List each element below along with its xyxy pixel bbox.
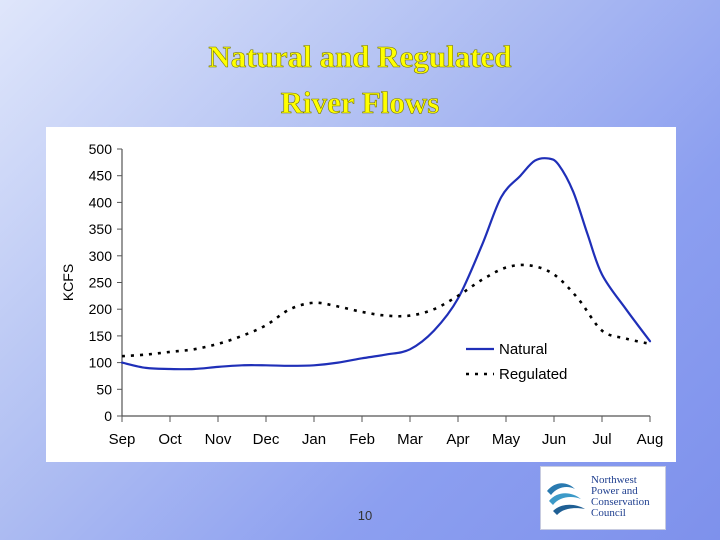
logo-text: Northwest Power and Conservation Council bbox=[591, 475, 650, 519]
x-tick-label: Apr bbox=[446, 431, 469, 448]
x-tick-label: Jul bbox=[592, 431, 611, 448]
x-tick-label: May bbox=[492, 431, 521, 448]
series-line-natural bbox=[120, 157, 652, 371]
slide-title: Natural and Regulated River Flows bbox=[0, 34, 720, 126]
x-tick-label: Jun bbox=[542, 431, 566, 448]
y-tick-label: 300 bbox=[89, 248, 113, 264]
legend-label-natural: Natural bbox=[499, 341, 547, 358]
logo-line-3: Conservation bbox=[591, 496, 650, 508]
y-tick-label: 500 bbox=[89, 141, 113, 157]
y-tick-label: 0 bbox=[104, 408, 112, 424]
logo-line-4: Council bbox=[591, 507, 626, 519]
y-tick-label: 450 bbox=[89, 168, 113, 184]
x-tick-label: Sep bbox=[109, 431, 136, 448]
x-tick-label: Oct bbox=[158, 431, 182, 448]
x-tick-label: Jan bbox=[302, 431, 326, 448]
slide-title-line-1: Natural and Regulated bbox=[208, 39, 512, 75]
page-number: 10 bbox=[357, 508, 373, 523]
y-tick-label: 50 bbox=[96, 381, 112, 397]
y-tick-label: 250 bbox=[89, 275, 113, 291]
y-tick-label: 350 bbox=[89, 221, 113, 237]
y-tick-label: 100 bbox=[89, 355, 113, 371]
y-tick-label: 200 bbox=[89, 301, 113, 317]
x-tick-label: Dec bbox=[253, 431, 280, 448]
legend-label-regulated: Regulated bbox=[499, 366, 567, 383]
logo-line-1: Northwest bbox=[591, 474, 637, 486]
x-tick-label: Nov bbox=[205, 431, 232, 448]
y-axis-label: KCFS bbox=[60, 264, 76, 301]
line-chart: 0 50 100 150 200 250 300 350 400 450 500 Sep Oct Nov D… bbox=[60, 141, 664, 448]
x-tick-label: Aug bbox=[637, 431, 664, 448]
logo-line-2: Power and bbox=[591, 485, 638, 497]
series-line-regulated bbox=[121, 263, 651, 358]
y-tick-label: 150 bbox=[89, 328, 113, 344]
chart-panel: 0 50 100 150 200 250 300 350 400 450 500 Sep Oct Nov D… bbox=[46, 127, 676, 462]
y-tick-label: 400 bbox=[89, 194, 113, 210]
council-logo: Northwest Power and Conservation Council bbox=[540, 466, 666, 530]
x-tick-label: Feb bbox=[349, 431, 375, 448]
x-tick-label: Mar bbox=[397, 431, 423, 448]
wave-logo-icon bbox=[547, 483, 585, 515]
slide-title-line-2: River Flows bbox=[280, 85, 440, 121]
